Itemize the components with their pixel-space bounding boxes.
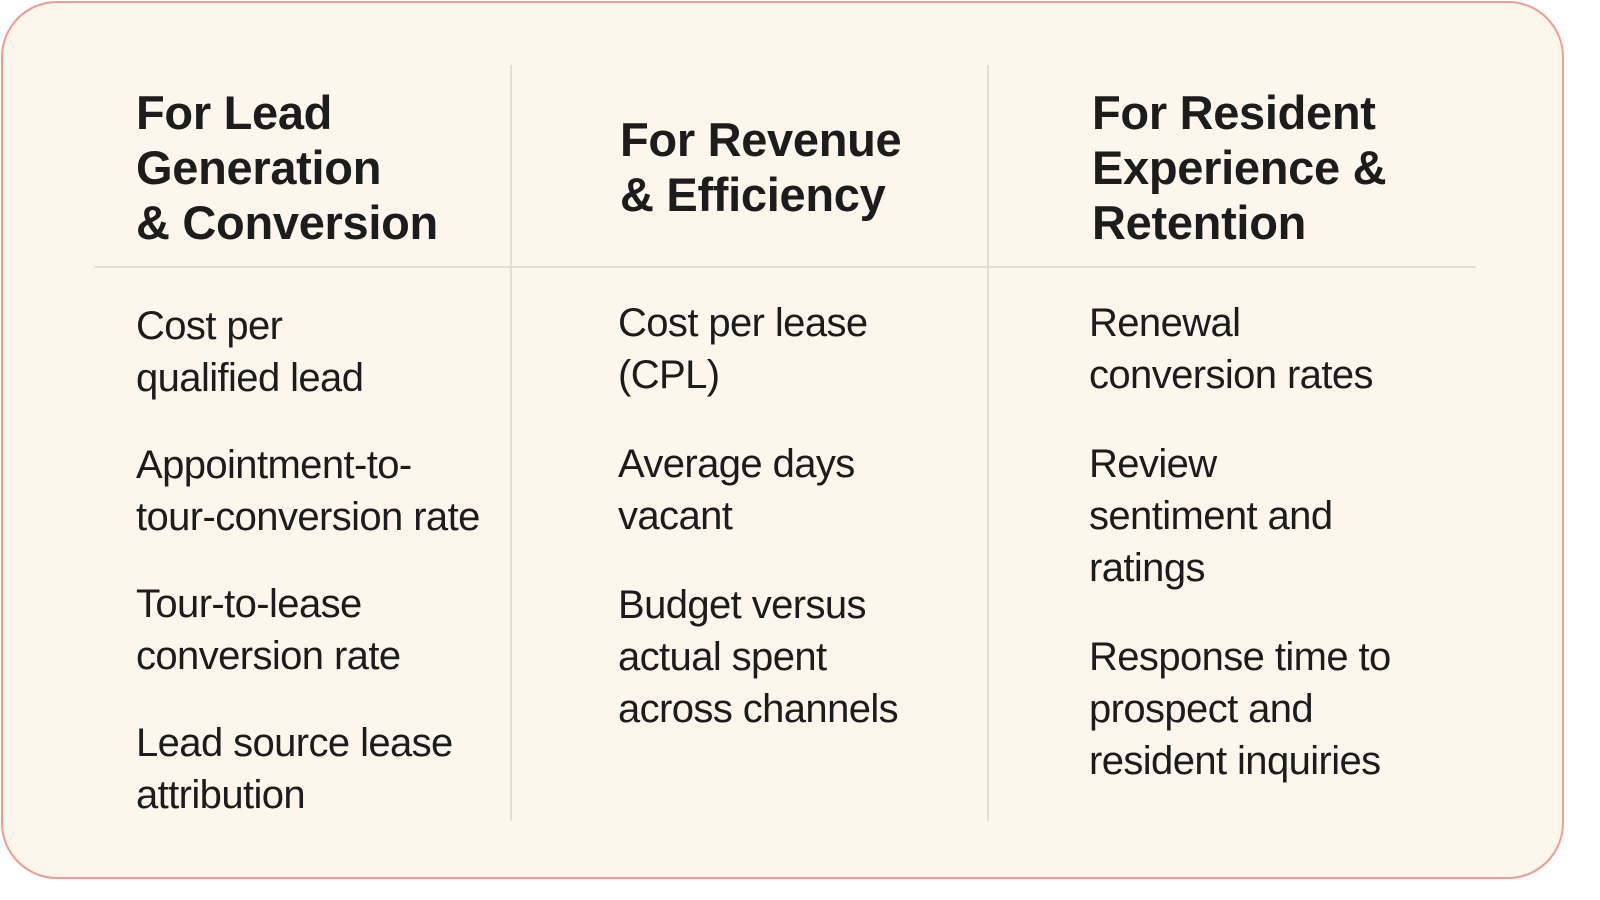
metric-line: ratings xyxy=(1089,546,1205,590)
metric-line: Review xyxy=(1089,442,1217,486)
metric-line: conversion rate xyxy=(136,634,401,678)
metric-item: Renewal conversion rates xyxy=(1089,297,1373,401)
metric-line: Average days xyxy=(618,442,855,486)
heading-line: & Efficiency xyxy=(620,168,886,221)
metric-line: Cost per lease xyxy=(618,301,868,345)
metric-item: Response time to prospect and resident i… xyxy=(1089,631,1391,787)
column-heading-lead-generation: For Lead Generation & Conversion xyxy=(136,85,438,250)
metric-line: qualified lead xyxy=(136,356,364,400)
metric-line: Cost per xyxy=(136,304,283,348)
metric-line: actual spent xyxy=(618,635,827,679)
metric-item: Lead source lease attribution xyxy=(136,717,453,821)
metric-line: Budget versus xyxy=(618,583,867,627)
metric-line: resident inquiries xyxy=(1089,739,1381,783)
metric-line: tour-conversion rate xyxy=(136,495,480,539)
heading-line: Experience & xyxy=(1092,141,1387,194)
column-divider xyxy=(987,65,989,821)
metric-line: Lead source lease xyxy=(136,721,453,765)
heading-line: Generation xyxy=(136,141,382,194)
metric-line: vacant xyxy=(618,494,733,538)
heading-line: For Resident xyxy=(1092,86,1376,139)
metric-line: (CPL) xyxy=(618,353,720,397)
metric-item: Cost per qualified lead xyxy=(136,300,364,404)
column-heading-revenue-efficiency: For Revenue & Efficiency xyxy=(620,112,902,222)
metric-line: prospect and xyxy=(1089,687,1314,731)
metrics-card: For Lead Generation & Conversion Cost pe… xyxy=(1,1,1564,879)
metric-line: Renewal xyxy=(1089,301,1241,345)
metric-item: Appointment-to- tour-conversion rate xyxy=(136,439,480,543)
heading-line: For Revenue xyxy=(620,113,902,166)
column-divider xyxy=(510,65,512,821)
heading-line: & Conversion xyxy=(136,196,438,249)
metric-line: Response time to xyxy=(1089,635,1391,679)
metric-line: sentiment and xyxy=(1089,494,1333,538)
heading-line: For Lead xyxy=(136,86,333,139)
header-divider xyxy=(94,266,1476,268)
metric-item: Tour-to-lease conversion rate xyxy=(136,578,401,682)
metric-line: across channels xyxy=(618,687,899,731)
metric-item: Budget versus actual spent across channe… xyxy=(618,579,899,735)
heading-line: Retention xyxy=(1092,196,1307,249)
metric-line: Appointment-to- xyxy=(136,443,412,487)
column-heading-resident-experience: For Resident Experience & Retention xyxy=(1092,85,1387,250)
metric-item: Cost per lease (CPL) xyxy=(618,297,868,401)
metric-item: Review sentiment and ratings xyxy=(1089,438,1333,594)
metric-line: attribution xyxy=(136,773,306,817)
metric-item: Average days vacant xyxy=(618,438,855,542)
metric-line: Tour-to-lease xyxy=(136,582,362,626)
metric-line: conversion rates xyxy=(1089,353,1373,397)
